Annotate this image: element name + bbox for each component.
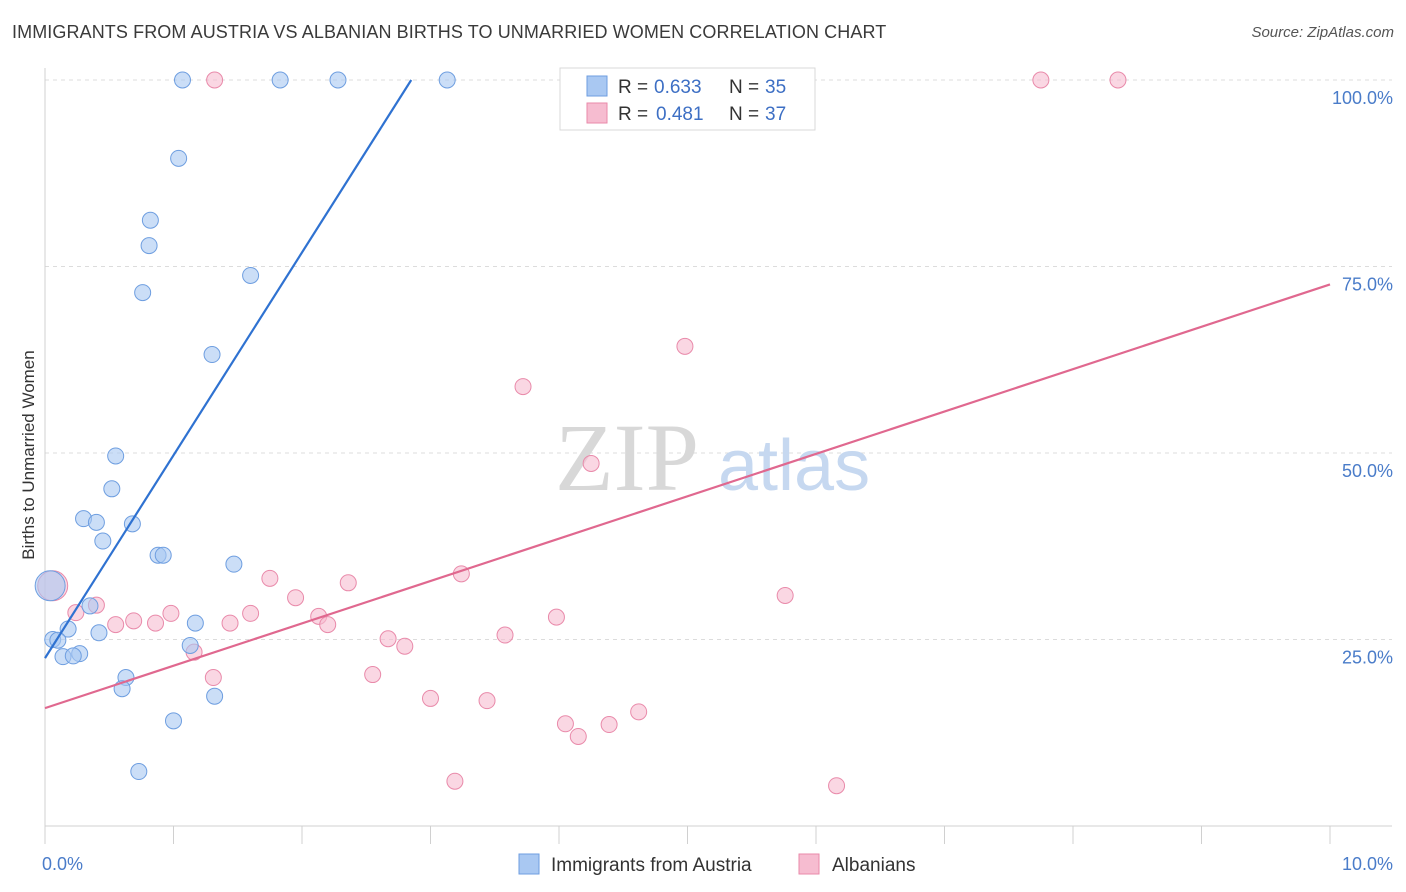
albanians-point-16 [319,616,337,634]
austria-point-22 [186,614,204,632]
austria-point-29 [64,647,82,665]
legend-r-label-austria: R = [618,77,648,98]
albanians-point-32 [600,716,618,734]
legend-r-value-austria: 0.633 [654,77,702,98]
legend-swatch-austria [586,75,608,97]
austria-point-7 [134,284,152,302]
legend-r-label-albanians: R = [618,104,648,125]
austria-trend-line [44,79,413,659]
albanians-point-13 [242,604,260,622]
y-axis-title: Births to Unmarried Women [19,350,38,559]
albanians-points [37,71,1127,795]
albanians-point-22 [496,626,514,644]
austria-point-11 [103,480,121,498]
austria-point-10 [107,447,125,465]
austria-point-20 [81,597,99,615]
albanians-trend-line [44,283,1331,710]
legend-n-value-albanians: 37 [765,104,786,125]
x-tick-label-0: 0.0% [42,854,83,874]
albanians-point-7 [339,574,357,592]
bottom-legend-label-albanians: Albanians [832,855,915,876]
austria-point-5 [141,211,159,229]
albanians-point-20 [221,614,239,632]
albanians-point-3 [514,378,532,396]
albanians-point-35 [828,777,846,795]
y-tick-label-2: 75.0% [1342,275,1393,295]
legend-swatch-albanians [586,102,608,124]
austria-point-19 [34,570,66,602]
albanians-point-0 [1032,71,1050,89]
austria-point-18 [225,555,243,573]
austria-point-9 [203,346,221,364]
stats-legend: R = 0.633 N = 35 R = 0.481 N = 37 [559,67,816,131]
bottom-legend-label-austria: Immigrants from Austria [551,855,752,876]
austria-point-13 [87,513,105,531]
gridlines [45,79,1392,640]
austria-point-6 [140,237,158,255]
watermark: ZIP atlas [555,404,870,511]
albanians-point-2 [676,337,694,355]
watermark-atlas: atlas [718,426,870,506]
albanians-point-21 [547,608,565,626]
bottom-legend-swatch-albanians [798,853,820,875]
albanians-point-9 [776,586,794,604]
y-tick-labels: 25.0% 50.0% 75.0% 100.0% [1332,88,1393,668]
albanians-point-27 [364,666,382,684]
albanians-point-12 [162,604,180,622]
austria-point-33 [165,712,182,730]
austria-point-15 [94,532,112,550]
albanians-point-24 [396,637,414,655]
austria-point-3 [438,71,456,89]
albanians-point-29 [478,692,496,710]
albanians-point-31 [556,715,574,733]
y-tick-label-1: 50.0% [1342,461,1393,481]
legend-n-value-austria: 35 [765,77,786,98]
series-legend: Immigrants from Austria Albanians [518,853,915,876]
austria-point-23 [90,624,108,642]
source-label: Source: ZipAtlas.com [1251,24,1394,41]
albanians-point-30 [630,703,648,721]
albanians-point-19 [147,614,165,632]
austria-point-2 [329,71,347,89]
legend-n-label-austria: N = [729,77,759,98]
austria-point-0 [173,71,191,89]
y-tick-label-0: 25.0% [1342,648,1393,668]
legend-n-label-albanians: N = [729,104,759,125]
austria-point-8 [242,266,260,284]
austria-point-4 [170,149,188,167]
albanians-point-28 [422,689,439,707]
albanians-point-17 [107,616,125,634]
austria-point-17 [154,546,172,564]
x-tick-labels: 0.0% 10.0% [42,854,1393,874]
albanians-point-4 [582,454,600,472]
austria-points [34,71,456,781]
axes [44,68,1392,844]
austria-point-1 [271,71,289,89]
austria-point-34 [130,763,148,781]
albanians-point-34 [446,772,464,790]
bottom-legend-swatch-austria [518,853,540,875]
albanians-point-33 [569,727,587,745]
x-tick-label-1: 10.0% [1342,854,1393,874]
chart-title: IMMIGRANTS FROM AUSTRIA VS ALBANIAN BIRT… [12,22,887,42]
albanians-point-18 [125,612,143,630]
albanians-point-6 [261,569,279,587]
albanians-point-14 [287,589,305,607]
legend-r-value-albanians: 0.481 [656,104,704,125]
watermark-zip: ZIP [555,404,699,511]
albanians-point-36 [206,71,224,89]
albanians-point-26 [204,669,222,687]
austria-point-32 [206,687,224,705]
austria-point-26 [181,636,199,654]
trend-lines [44,79,1331,710]
albanians-point-1 [1109,71,1127,89]
y-tick-label-3: 100.0% [1332,88,1393,108]
albanians-point-23 [379,630,397,648]
